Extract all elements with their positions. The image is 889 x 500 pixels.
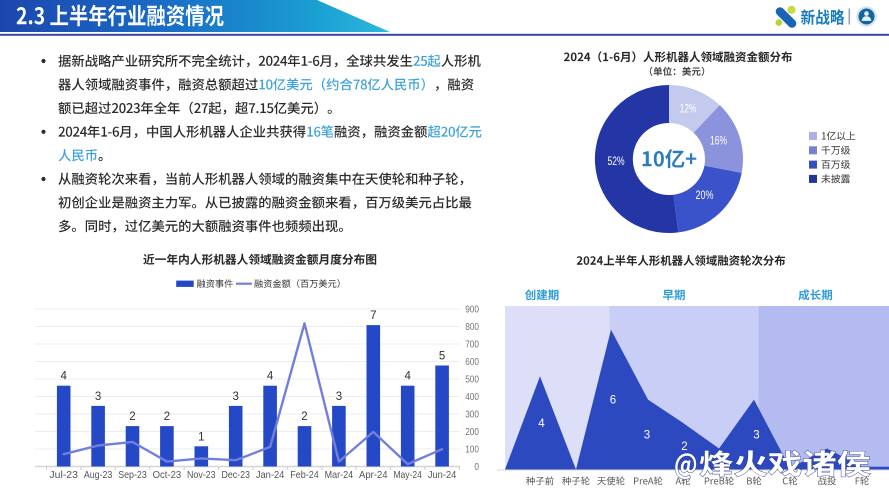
svg-text:100: 100: [465, 445, 479, 456]
svg-text:2: 2: [681, 441, 687, 453]
svg-text:Oct-23: Oct-23: [153, 470, 182, 481]
svg-text:20%: 20%: [696, 190, 714, 202]
svg-text:0: 0: [474, 462, 479, 473]
svg-text:500: 500: [465, 375, 479, 386]
svg-text:Aug-23: Aug-23: [84, 470, 113, 481]
svg-text:7: 7: [370, 310, 376, 322]
svg-text:Apr-24: Apr-24: [359, 470, 388, 481]
svg-text:6: 6: [610, 395, 616, 407]
svg-text:16%: 16%: [710, 136, 727, 148]
svg-text:900: 900: [465, 305, 479, 316]
svg-text:2: 2: [164, 411, 170, 423]
svg-text:Feb-24: Feb-24: [290, 470, 319, 481]
svg-text:4: 4: [404, 371, 411, 383]
svg-text:3: 3: [95, 391, 101, 403]
svg-text:Jun-24: Jun-24: [428, 470, 457, 481]
svg-text:3: 3: [336, 391, 342, 403]
svg-text:600: 600: [465, 357, 479, 368]
svg-text:May-24: May-24: [393, 470, 422, 481]
svg-text:700: 700: [465, 340, 479, 351]
svg-text:Sep-23: Sep-23: [118, 470, 147, 481]
svg-text:800: 800: [465, 322, 479, 333]
svg-text:Jan-24: Jan-24: [256, 470, 285, 481]
svg-text:Mar-24: Mar-24: [325, 470, 354, 481]
svg-text:5: 5: [439, 351, 445, 363]
svg-text:12%: 12%: [680, 104, 697, 116]
svg-text:2: 2: [301, 411, 307, 423]
svg-text:3: 3: [644, 430, 650, 442]
svg-text:3: 3: [753, 430, 759, 442]
svg-text:Jul-23: Jul-23: [49, 470, 78, 481]
svg-text:200: 200: [465, 427, 479, 438]
svg-text:300: 300: [465, 410, 479, 421]
svg-text:4: 4: [60, 371, 67, 383]
svg-text:4: 4: [538, 418, 545, 430]
svg-text:1: 1: [198, 431, 204, 443]
svg-text:4: 4: [267, 371, 274, 383]
svg-text:2: 2: [129, 411, 135, 423]
svg-text:400: 400: [465, 392, 479, 403]
svg-text:52%: 52%: [608, 156, 625, 168]
svg-text:3: 3: [232, 391, 238, 403]
svg-text:Dec-23: Dec-23: [221, 470, 250, 481]
svg-text:Nov-23: Nov-23: [187, 470, 216, 481]
